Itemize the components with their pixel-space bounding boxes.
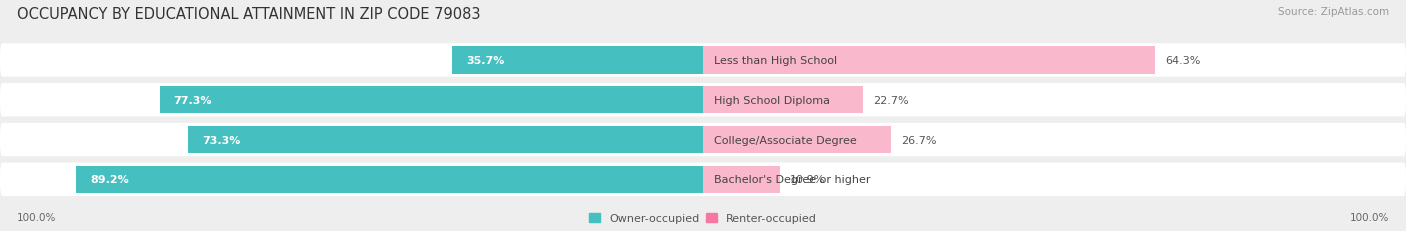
Bar (703, 166, 779, 193)
Text: Less than High School: Less than High School (713, 56, 837, 66)
FancyBboxPatch shape (0, 123, 1406, 157)
Bar (160, 87, 703, 114)
Bar (453, 47, 703, 74)
Text: College/Associate Degree: College/Associate Degree (713, 135, 856, 145)
Text: 64.3%: 64.3% (1166, 56, 1201, 66)
Text: 73.3%: 73.3% (202, 135, 240, 145)
Legend: Owner-occupied, Renter-occupied: Owner-occupied, Renter-occupied (589, 213, 817, 223)
Text: 35.7%: 35.7% (465, 56, 505, 66)
Text: 10.9%: 10.9% (790, 175, 825, 185)
Bar (188, 126, 703, 153)
FancyBboxPatch shape (0, 44, 1406, 77)
Text: 77.3%: 77.3% (173, 95, 212, 105)
Text: 22.7%: 22.7% (873, 95, 908, 105)
Bar (76, 166, 703, 193)
Text: 26.7%: 26.7% (901, 135, 936, 145)
FancyBboxPatch shape (0, 84, 1406, 117)
Text: Bachelor's Degree or higher: Bachelor's Degree or higher (713, 175, 870, 185)
Text: 89.2%: 89.2% (90, 175, 129, 185)
Bar (703, 47, 1156, 74)
Text: Source: ZipAtlas.com: Source: ZipAtlas.com (1278, 7, 1389, 17)
Text: High School Diploma: High School Diploma (713, 95, 830, 105)
Bar (703, 87, 863, 114)
Text: OCCUPANCY BY EDUCATIONAL ATTAINMENT IN ZIP CODE 79083: OCCUPANCY BY EDUCATIONAL ATTAINMENT IN Z… (17, 7, 481, 22)
Text: 100.0%: 100.0% (17, 212, 56, 222)
FancyBboxPatch shape (0, 163, 1406, 196)
Text: 100.0%: 100.0% (1350, 212, 1389, 222)
Bar (703, 126, 891, 153)
